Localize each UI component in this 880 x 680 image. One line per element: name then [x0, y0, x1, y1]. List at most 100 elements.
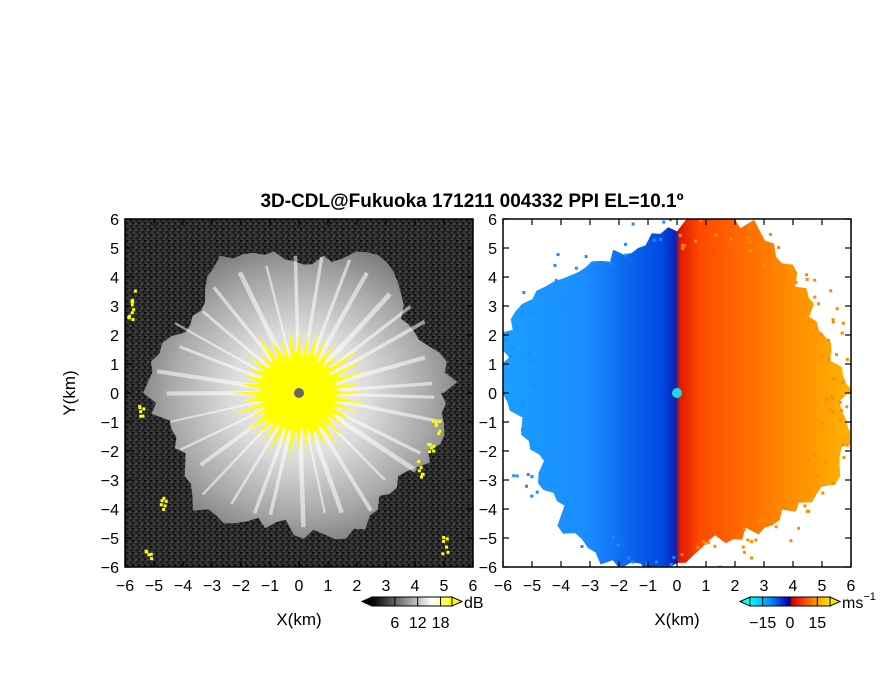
- velocity-speckle-pixel: [768, 232, 772, 236]
- y-tick-label: −3: [479, 473, 497, 490]
- velocity-image: [500, 219, 861, 573]
- velocity-speckle-pixel: [841, 443, 845, 447]
- velocity-speckle-pixel: [834, 353, 838, 357]
- y-tick-label: −5: [479, 531, 497, 548]
- y-tick-label: 6: [110, 212, 119, 229]
- x-tick-label: −6: [116, 578, 134, 595]
- reflectivity-edge-pixel: [138, 406, 142, 410]
- velocity-speckle-pixel: [841, 321, 845, 325]
- reflectivity-edge-pixel: [431, 419, 435, 423]
- velocity-speckle-pixel: [681, 243, 685, 247]
- velocity-speckle-pixel: [583, 539, 587, 543]
- velocity-speckle-pixel: [627, 556, 631, 560]
- velocity-speckle-pixel: [814, 327, 818, 331]
- velocity-speckle-pixel: [522, 399, 526, 403]
- velocity-speckle-pixel: [534, 326, 538, 330]
- velocity-speckle-pixel: [816, 302, 820, 306]
- velocity-speckle-pixel: [742, 527, 746, 531]
- reflectivity-edge-pixel: [428, 443, 432, 447]
- velocity-speckle-pixel: [839, 418, 843, 422]
- velocity-speckle-pixel: [527, 352, 531, 356]
- velocity-speckle-pixel: [789, 539, 793, 543]
- velocity-speckle-pixel: [554, 279, 558, 283]
- velocity-speckle-pixel: [754, 538, 758, 542]
- reflectivity-edge-pixel: [142, 407, 146, 411]
- velocity-speckle-pixel: [531, 359, 535, 363]
- velocity-speckle-pixel: [503, 375, 505, 379]
- x-tick-label: 6: [847, 578, 856, 595]
- velocity-speckle-pixel: [576, 278, 580, 282]
- colorbar-tick-label: 15: [808, 615, 826, 632]
- reflectivity-edge-pixel: [130, 311, 134, 315]
- reflectivity-edge-pixel: [160, 499, 164, 503]
- velocity-speckle-pixel: [797, 526, 801, 530]
- velocity-speckle-pixel: [853, 410, 856, 413]
- x-tick-label: 1: [702, 578, 711, 595]
- y-tick-label: −3: [101, 473, 119, 490]
- reflectivity-edge-pixel: [428, 450, 432, 454]
- y-tick-label: 5: [110, 241, 119, 258]
- reflectivity-edge-pixel: [162, 507, 166, 511]
- velocity-speckle-pixel: [820, 353, 824, 357]
- velocity-speckle-pixel: [707, 540, 711, 544]
- velocity-speckle-pixel: [530, 475, 534, 479]
- reflectivity-edge-pixel: [150, 557, 154, 561]
- velocity-speckle-pixel: [681, 247, 685, 251]
- reflectivity-edge-pixel: [434, 421, 438, 425]
- velocity-speckle-pixel: [556, 253, 560, 257]
- velocity-speckle-pixel: [748, 240, 752, 244]
- y-tick-label: 3: [488, 299, 497, 316]
- velocity-speckle-pixel: [665, 570, 668, 573]
- velocity-speckle-pixel: [504, 338, 508, 342]
- velocity-speckle-pixel: [559, 306, 563, 310]
- velocity-speckle-pixel: [609, 262, 613, 266]
- reflectivity-edge-pixel: [441, 552, 445, 556]
- velocity-speckle-pixel: [659, 237, 663, 241]
- velocity-speckle-pixel: [768, 507, 772, 511]
- reflectivity-edge-pixel: [442, 539, 446, 543]
- reflectivity-edge-pixel: [438, 419, 442, 423]
- velocity-speckle-pixel: [810, 320, 814, 324]
- reflectivity-edge-pixel: [442, 535, 446, 539]
- x-tick-label: −1: [261, 578, 279, 595]
- y-tick-label: 5: [488, 241, 497, 258]
- colorbar-max-arrow: [829, 596, 842, 607]
- velocity-speckle-pixel: [774, 525, 778, 529]
- x-tick-label: 0: [295, 578, 304, 595]
- reflectivity-edge-echoes: [127, 289, 450, 561]
- velocity-speckle-pixel: [829, 289, 833, 293]
- x-tick-label: 5: [440, 578, 449, 595]
- reflectivity-edge-pixel: [162, 496, 166, 500]
- velocity-speckle-pixel: [703, 541, 707, 545]
- velocity-speckle-pixel: [559, 522, 563, 526]
- reflectivity-edge-pixel: [131, 318, 135, 322]
- velocity-speckle-pixel: [535, 490, 539, 494]
- velocity-speckle-pixel: [858, 369, 861, 372]
- colorbar-tick-label: −15: [749, 615, 776, 632]
- velocity-speckle-pixel: [784, 269, 788, 273]
- reflectivity-image: [125, 219, 473, 567]
- velocity-speckle-pixel: [584, 255, 588, 259]
- colorbar-max-arrow: [451, 596, 464, 607]
- reflectivity-xlabel: X(km): [276, 610, 321, 629]
- velocity-speckle-pixel: [631, 560, 635, 564]
- y-tick-label: −4: [479, 502, 497, 519]
- velocity-speckle-pixel: [538, 480, 542, 484]
- velocity-speckle-pixel: [820, 421, 824, 425]
- velocity-speckle-pixel: [500, 387, 503, 390]
- velocity-speckle-pixel: [816, 475, 820, 479]
- y-tick-label: −2: [101, 444, 119, 461]
- velocity-xlabel: X(km): [654, 610, 699, 629]
- reflectivity-edge-pixel: [130, 303, 134, 307]
- velocity-speckle-pixel: [838, 400, 842, 404]
- velocity-speckle-pixel: [831, 318, 835, 322]
- velocity-speckle-pixel: [831, 396, 835, 400]
- velocity-speckle-pixel: [760, 518, 764, 522]
- reflectivity-edge-pixel: [427, 442, 431, 446]
- reflectivity-edge-pixel: [419, 475, 423, 479]
- velocity-speckle-pixel: [845, 405, 849, 409]
- velocity-speckle-pixel: [595, 537, 599, 541]
- colorbar-gradient: [371, 596, 453, 607]
- reflectivity-ylabel: Y(km): [60, 370, 79, 415]
